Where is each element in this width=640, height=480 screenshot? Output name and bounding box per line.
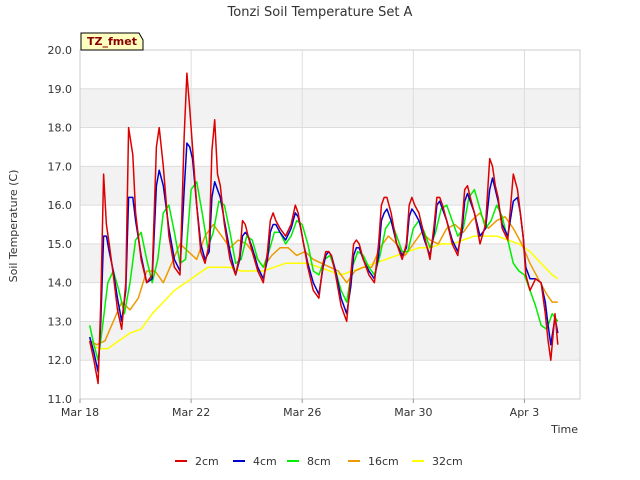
series-line-2cm	[88, 72, 559, 385]
x-axis-ticks: Mar 18 Mar 22 Mar 26 Mar 30 Apr 3	[61, 399, 539, 419]
series-line-16cm	[89, 212, 558, 346]
y-tick-label: 19.0	[48, 83, 73, 96]
plot-area-border	[79, 49, 581, 400]
series-line-32cm	[89, 235, 559, 350]
legend: 2cm 4cm 8cm 16cm 32cm	[175, 455, 463, 468]
x-tick-label: Mar 22	[172, 406, 210, 419]
y-tick-label: 12.0	[48, 354, 73, 367]
x-axis-label: Time	[550, 423, 578, 436]
y-tick-label: 14.0	[48, 277, 73, 290]
y-tick-label: 18.0	[48, 122, 73, 135]
x-tick-label: Mar 26	[283, 406, 321, 419]
legend-label-32cm: 32cm	[432, 455, 463, 468]
badge-label: TZ_fmet	[87, 35, 137, 48]
legend-label-16cm: 16cm	[368, 455, 399, 468]
y-axis-ticks: 11.0 12.0 13.0 14.0 15.0 16.0 17.0 18.0 19.0 20.0	[48, 44, 73, 406]
legend-label-2cm: 2cm	[195, 455, 219, 468]
x-tick-label: Mar 30	[394, 406, 432, 419]
y-tick-label: 17.0	[48, 160, 73, 173]
plot-band	[80, 88, 580, 128]
series-line-8cm	[88, 181, 559, 361]
plot-bands	[80, 88, 580, 361]
x-tick-label: Apr 3	[510, 406, 540, 419]
x-tick-label: Mar 18	[61, 406, 99, 419]
data-series	[88, 72, 559, 385]
legend-label-8cm: 8cm	[307, 455, 331, 468]
badge-background	[80, 32, 144, 51]
y-axis-label: Soil Temperature (C)	[7, 170, 20, 283]
y-tick-label: 13.0	[48, 315, 73, 328]
y-tick-label: 20.0	[48, 44, 73, 57]
chart-title: Tonzi Soil Temperature Set A	[227, 5, 413, 20]
legend-label-4cm: 4cm	[253, 455, 277, 468]
y-tick-label: 15.0	[48, 238, 73, 251]
y-tick-label: 11.0	[48, 393, 73, 406]
y-tick-label: 16.0	[48, 199, 73, 212]
tz-fmet-badge: TZ_fmet	[80, 32, 144, 51]
plot-band	[80, 321, 580, 361]
plot-band	[80, 243, 580, 283]
